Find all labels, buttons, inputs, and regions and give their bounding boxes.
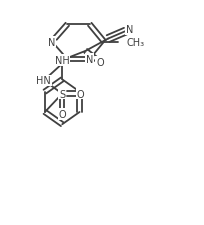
Text: S: S [59,89,65,99]
Text: O: O [96,58,104,68]
Text: O: O [77,89,84,99]
Text: N: N [86,55,93,65]
Text: N: N [48,37,56,47]
Text: NH: NH [55,56,70,66]
Text: CH₃: CH₃ [126,37,145,47]
Text: HN: HN [37,76,51,86]
Text: O: O [58,110,66,119]
Text: N: N [126,25,133,35]
